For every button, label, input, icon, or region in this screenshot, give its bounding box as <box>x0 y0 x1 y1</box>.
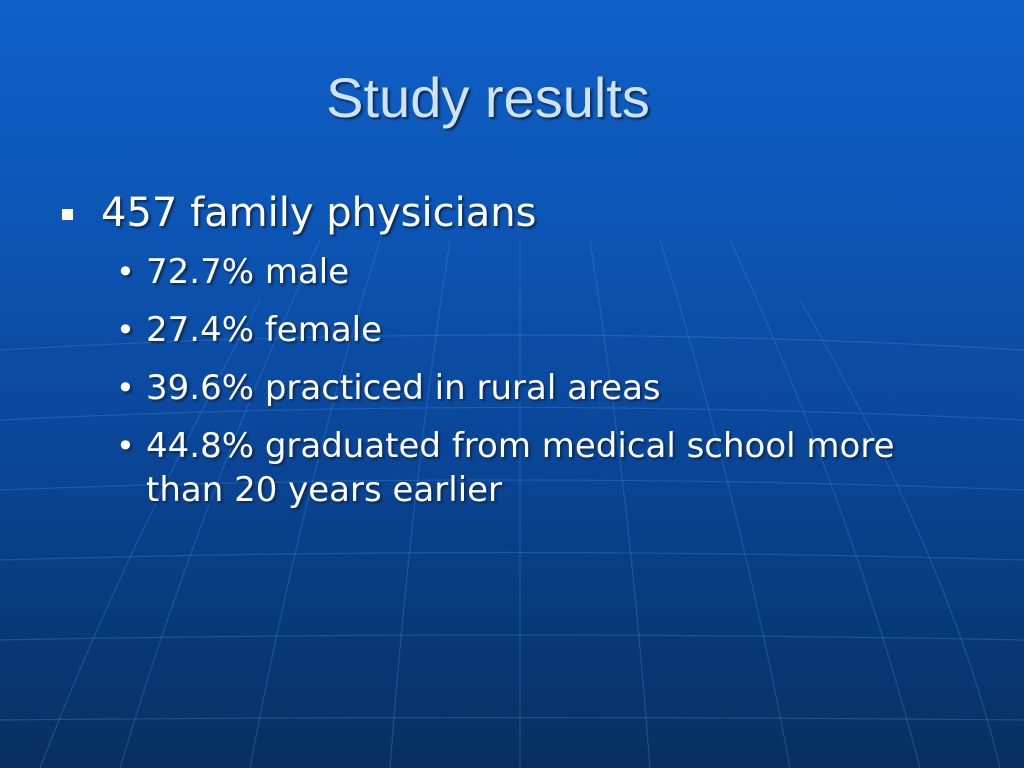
sub-bullet-text: 44.8% graduated from medical school more… <box>146 426 895 510</box>
dot-bullet-icon: • <box>116 369 135 407</box>
sub-bullet-item: • 44.8% graduated from medical school mo… <box>116 424 936 512</box>
dot-bullet-icon: • <box>116 427 135 465</box>
sub-bullet-item: • 72.7% male <box>116 250 936 294</box>
sub-bullet-list: • 72.7% male • 27.4% female • 39.6% prac… <box>116 250 936 526</box>
main-bullet: 457 family physicians <box>62 188 962 238</box>
main-bullet-text: 457 family physicians <box>101 190 537 236</box>
main-bullet-row: 457 family physicians <box>62 188 962 238</box>
dot-bullet-icon: • <box>116 253 135 291</box>
sub-bullet-text: 39.6% practiced in rural areas <box>146 368 661 408</box>
square-bullet-icon <box>62 209 73 220</box>
sub-bullet-item: • 27.4% female <box>116 308 936 352</box>
sub-bullet-text: 72.7% male <box>146 252 350 292</box>
sub-bullet-text: 27.4% female <box>146 310 383 350</box>
slide-title: Study results <box>326 66 650 129</box>
sub-bullet-item: • 39.6% practiced in rural areas <box>116 366 936 410</box>
dot-bullet-icon: • <box>116 311 135 349</box>
